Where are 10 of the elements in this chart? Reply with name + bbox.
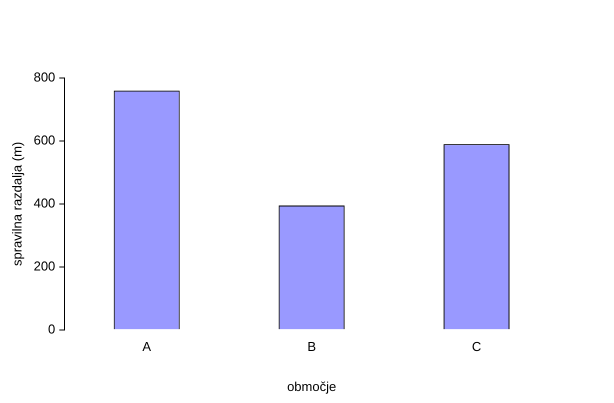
x-tick-label: B	[307, 339, 316, 354]
y-tick-label: 800	[34, 70, 56, 85]
x-axis-title: območje	[287, 378, 336, 394]
y-tick-label: 600	[34, 132, 56, 148]
y-tick-label: 0	[48, 321, 56, 336]
y-tick-label: 200	[34, 258, 56, 274]
x-tick-label: A	[142, 339, 152, 354]
x-tick-label: C	[472, 339, 482, 354]
y-axis-title: spravilna razdalja (m)	[9, 142, 24, 266]
y-tick-label: 400	[34, 195, 56, 210]
